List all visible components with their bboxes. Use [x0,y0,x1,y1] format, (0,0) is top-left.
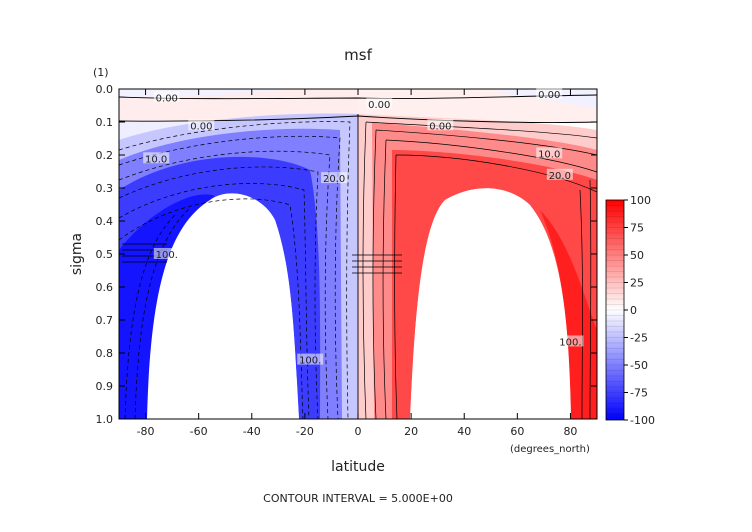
y-axis-label: sigma [69,233,85,275]
contour-label-bg [297,353,324,365]
colorbar-tick-label: -50 [630,359,648,372]
contour-label-bg [557,335,584,347]
y-tick-label: 0.3 [96,182,114,195]
x-tick-label: 60 [510,425,524,438]
contour-interval-footer: CONTOUR INTERVAL = 5.000E+00 [263,492,453,505]
contour-label-bg [188,119,215,131]
contour-label-bg [366,97,393,109]
contour-label: 10.0 [145,154,167,165]
y-tick-label: 0.7 [96,314,114,327]
southern-cell-white-core [147,193,299,419]
x-tick-label: 0 [355,425,362,438]
colorbar-ticks: 100 75 50 25 0 -25 -50 -75 -100 [624,194,655,427]
chart-title: msf [344,46,372,64]
contour-label-bg [536,87,563,99]
contour-label: 100. [299,356,321,367]
contour-label: 0.00 [190,121,212,132]
y-tick-label: 0.0 [96,83,114,96]
colorbar-tick-label: 0 [630,304,637,317]
contour-label: 100. [559,337,581,348]
x-tick-label: -40 [243,425,261,438]
contour-label-bg [153,248,180,259]
colorbar: 100 75 50 25 0 -25 -50 -75 -100 [605,194,655,427]
contour-label: 0.00 [429,121,451,132]
x-tick-label: -60 [190,425,208,438]
contour-label-bg [143,152,170,164]
contour-label-bg [536,147,563,159]
y-units-label: (1) [93,66,109,79]
x-tick-label: 40 [457,425,471,438]
colorbar-tick-label: -100 [630,414,655,427]
northern-solid-contours [362,121,597,419]
colorbar-tick-label: 25 [630,277,644,290]
y-tick-label: 0.1 [96,116,114,129]
x-tick-label: -20 [296,425,314,438]
contour-label: 0.00 [368,100,390,111]
zero-contour-top [119,94,597,100]
contour-label: 10.0 [538,149,560,160]
contour-label: 0.00 [538,90,560,101]
y-tick-label: 0.9 [96,380,114,393]
contour-labels: 0.00 0.00 0.00 0.00 0.00 10.0 10.0 20.0 20.0 100.… [143,87,584,367]
y-tick-label: 1.0 [96,413,114,426]
y-tick-label: 0.4 [96,215,114,228]
colorbar-tick-label: -25 [630,332,648,345]
y-tick-label: 0.5 [96,248,114,261]
southern-cell-edge [119,194,215,419]
southern-dashed-contours [119,121,351,419]
colorbar-tick-label: -75 [630,387,648,400]
colorbar-bands [606,205,624,415]
contour-label: 100. [156,250,178,261]
contour-label: 20.0 [549,171,571,182]
x-axis: -80 -60 -40 -20 0 20 40 60 80 [137,89,577,438]
contour-label-bg [546,168,573,180]
y-axis: 0.0 0.1 0.2 0.3 0.4 0.5 0.6 0.7 0.8 0.9 1.0 [96,83,597,426]
x-tick-label: 20 [404,425,418,438]
y-tick-label: 0.2 [96,149,114,162]
colorbar-tick-label: 100 [630,194,651,207]
contour-label-clusters [122,243,402,274]
northern-cell-edge [540,210,597,419]
x-tick-label: 80 [563,425,577,438]
x-axis-label: latitude [331,459,385,475]
contour-label-bg [153,91,180,103]
contour-label: 20.0 [323,174,345,185]
contour-label-bg [427,119,454,131]
x-units-label: (degrees_north) [510,444,590,455]
plot-area [119,89,597,419]
y-tick-label: 0.6 [96,281,114,294]
contour-label: 0.00 [156,93,178,104]
colorbar-tick-label: 50 [630,249,644,262]
northern-cell-white-core [410,188,571,419]
x-tick-label: -80 [137,425,155,438]
contour-label-bg [321,172,348,184]
y-tick-label: 0.8 [96,347,114,360]
colorbar-tick-label: 75 [630,222,644,235]
